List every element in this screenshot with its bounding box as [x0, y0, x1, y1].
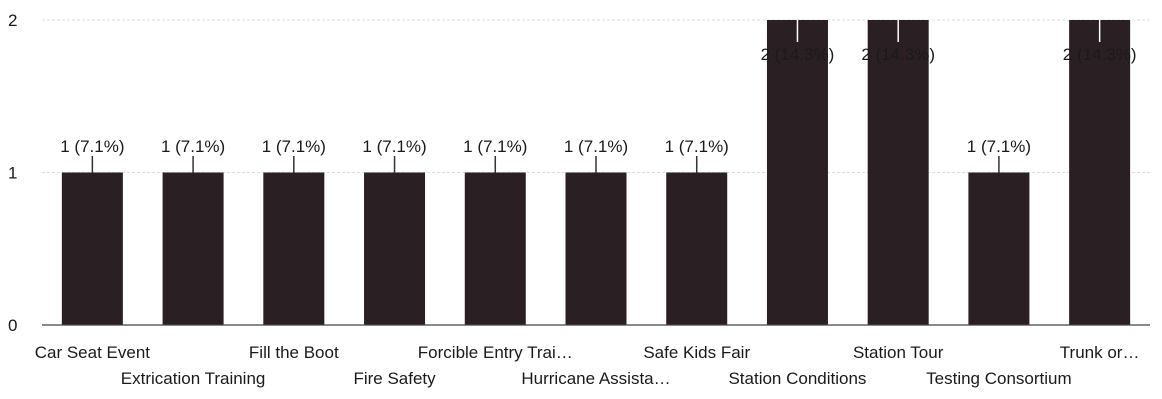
- bar: [1069, 20, 1131, 325]
- x-tick-label: Testing Consortium: [926, 369, 1072, 388]
- x-tick-label: Station Tour: [853, 343, 944, 362]
- data-label: 1 (7.1%): [362, 137, 426, 156]
- y-tick-label: 2: [8, 11, 17, 30]
- y-tick-label: 0: [8, 316, 17, 335]
- x-tick-label: Forcible Entry Trai…: [418, 343, 573, 362]
- x-tick-label: Fire Safety: [353, 369, 436, 388]
- bar: [464, 172, 526, 325]
- x-tick-label: Extrication Training: [121, 369, 266, 388]
- bar-layer: [61, 20, 1131, 325]
- x-tick-label: Trunk or…: [1060, 343, 1140, 362]
- data-label: 1 (7.1%): [463, 137, 527, 156]
- bar: [61, 172, 123, 325]
- data-label: 1 (7.1%): [60, 137, 124, 156]
- data-label: 2 (14.3%): [761, 45, 835, 64]
- bar: [766, 20, 828, 325]
- bar: [666, 172, 728, 325]
- data-label: 1 (7.1%): [262, 137, 326, 156]
- bar: [565, 172, 627, 325]
- bar: [364, 172, 426, 325]
- bar: [867, 20, 929, 325]
- x-tick-label: Car Seat Event: [35, 343, 151, 362]
- bar: [968, 172, 1030, 325]
- x-tick-label: Safe Kids Fair: [643, 343, 750, 362]
- x-tick-label: Station Conditions: [728, 369, 866, 388]
- data-label: 2 (14.3%): [861, 45, 935, 64]
- label-layer: 0 1 2 1 (7.1%) Car Seat Event 1 (7.1%) Extrica…: [8, 11, 1139, 388]
- data-label: 1 (7.1%): [564, 137, 628, 156]
- data-label: 1 (7.1%): [161, 137, 225, 156]
- data-label: 2 (14.3%): [1063, 45, 1137, 64]
- x-tick-label: Hurricane Assista…: [521, 369, 670, 388]
- data-label: 1 (7.1%): [665, 137, 729, 156]
- bar: [162, 172, 224, 325]
- x-tick-label: Fill the Boot: [249, 343, 339, 362]
- y-tick-label: 1: [8, 164, 17, 183]
- bar: [263, 172, 325, 325]
- data-label: 1 (7.1%): [967, 137, 1031, 156]
